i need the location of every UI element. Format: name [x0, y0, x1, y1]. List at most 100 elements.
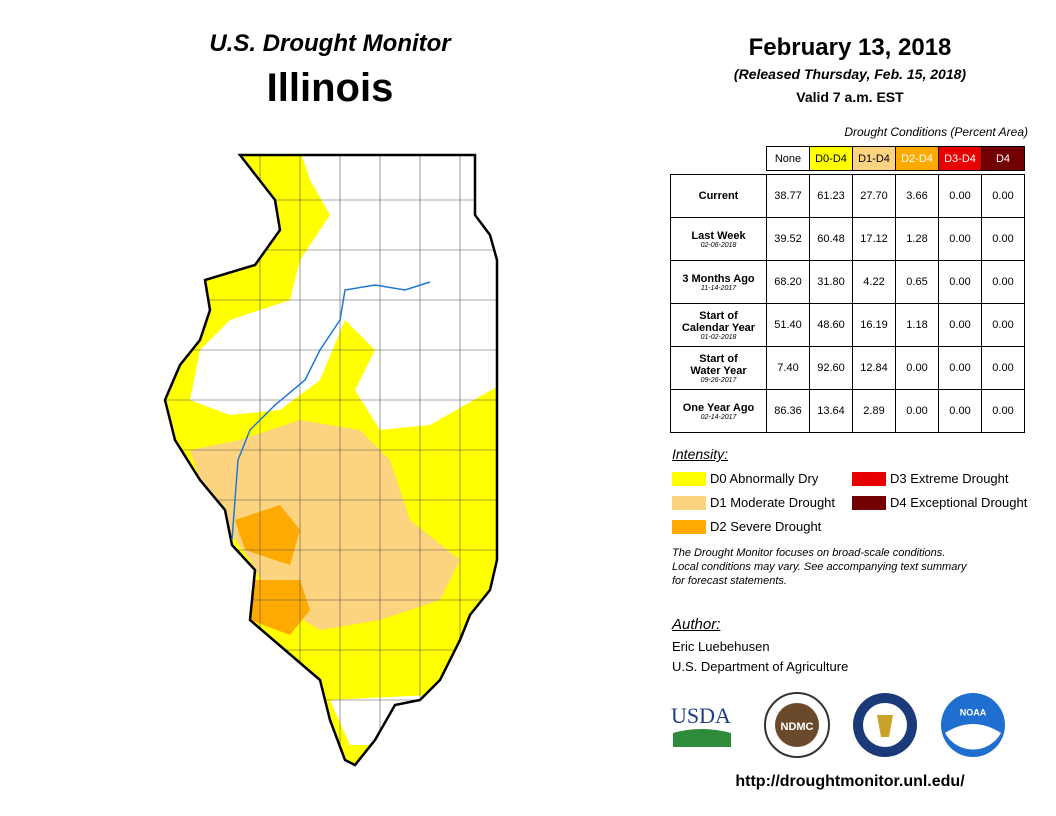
cell: 0.00 — [981, 346, 1025, 390]
row-label-line: Calendar Year — [681, 321, 756, 334]
row-label: Current — [670, 174, 767, 218]
row-label: Start of Calendar Year 01-02-2018 — [670, 303, 767, 347]
cell: 16.19 — [852, 303, 896, 347]
logos: USDA NDMC NOAA — [671, 692, 1005, 758]
row-date: 11-14-2017 — [700, 284, 737, 292]
cell: 2.89 — [852, 389, 896, 433]
data-row: Last Week 02-06-2018 39.52 60.48 17.12 1.28 0.… — [670, 217, 1025, 261]
row-label: One Year Ago 02-14-2017 — [670, 389, 767, 433]
legend-label: D0 Abnormally Dry — [710, 471, 819, 486]
cell: 0.00 — [938, 346, 982, 390]
note-line: for forecast statements. — [672, 575, 787, 587]
legend-swatch — [672, 472, 706, 486]
data-row: 3 Months Ago 11-14-2017 68.20 31.80 4.22 0.65… — [670, 260, 1025, 304]
cell: 17.12 — [852, 217, 896, 261]
cell: 0.00 — [981, 303, 1025, 347]
cell: 0.00 — [895, 389, 939, 433]
cell: 0.00 — [981, 260, 1025, 304]
row-label: Start of Water Year 09-26-2017 — [670, 346, 767, 390]
author: Eric Luebehusen U.S. Department of Agric… — [672, 637, 848, 677]
column-header: D0-D4 — [809, 146, 853, 171]
row-label-line: Start of — [699, 352, 738, 365]
row-label-line: 3 Months Ago — [682, 272, 755, 285]
legend-label: D4 Exceptional Drought — [890, 495, 1028, 510]
county-lines — [165, 155, 497, 765]
note-line: Local conditions may vary. See accompany… — [672, 561, 967, 573]
logo-noaa-text: NOAA — [960, 707, 987, 717]
row-label-line: One Year Ago — [682, 401, 755, 414]
cell: 4.22 — [852, 260, 896, 304]
date: February 13, 2018 — [748, 34, 952, 61]
row-date: 02-06-2018 — [700, 241, 737, 249]
row-date: 09-26-2017 — [700, 376, 737, 384]
legend-swatch — [852, 472, 886, 486]
cell: 0.00 — [938, 260, 982, 304]
column-header: D2-D4 — [895, 146, 939, 171]
legend-label: D3 Extreme Drought — [890, 471, 1009, 486]
note: The Drought Monitor focuses on broad-sca… — [672, 546, 966, 588]
logo-ndmc-text: NDMC — [781, 721, 814, 733]
legend-swatch — [852, 496, 886, 510]
cell: 0.00 — [895, 346, 939, 390]
row-label-line: Current — [698, 190, 739, 202]
column-header: D3-D4 — [938, 146, 982, 171]
released: (Released Thursday, Feb. 15, 2018) — [733, 66, 967, 82]
author-title: Author: — [672, 616, 721, 633]
cell: 12.84 — [852, 346, 896, 390]
d1-area — [190, 420, 460, 630]
column-header: D1-D4 — [852, 146, 896, 171]
row-label-line: Start of — [699, 309, 738, 322]
note-line: The Drought Monitor focuses on broad-sca… — [672, 547, 946, 559]
valid: Valid 7 a.m. EST — [796, 89, 904, 105]
logo-doc-emblem — [877, 715, 893, 737]
legend-swatch — [672, 496, 706, 510]
row-label: Last Week 02-06-2018 — [670, 217, 767, 261]
cell: 7.40 — [766, 346, 810, 390]
d2-area — [250, 580, 310, 635]
cell: 60.48 — [809, 217, 853, 261]
legend-title: Intensity: — [672, 446, 729, 462]
cell: 0.00 — [981, 217, 1025, 261]
cell: 27.70 — [852, 174, 896, 218]
cell: 38.77 — [766, 174, 810, 218]
row-date: 02-14-2017 — [700, 413, 737, 421]
logo-usda-field — [673, 729, 731, 747]
column-header: None — [766, 146, 810, 171]
legend-label: D2 Severe Drought — [710, 519, 822, 534]
cell: 0.00 — [981, 174, 1025, 218]
state-name: Illinois — [266, 66, 394, 110]
cell: 0.00 — [938, 389, 982, 433]
cell: 1.28 — [895, 217, 939, 261]
data-row: One Year Ago 02-14-2017 86.36 13.64 2.89 0.00… — [670, 389, 1025, 433]
legend-label: D1 Moderate Drought — [710, 495, 836, 510]
logo-ndmc — [775, 703, 819, 747]
cell: 3.66 — [895, 174, 939, 218]
cell: 51.40 — [766, 303, 810, 347]
cell: 39.52 — [766, 217, 810, 261]
cell: 0.00 — [981, 389, 1025, 433]
row-date: 01-02-2018 — [700, 333, 737, 341]
cell: 92.60 — [809, 346, 853, 390]
cell: 0.00 — [938, 303, 982, 347]
cell: 48.60 — [809, 303, 853, 347]
map — [163, 153, 499, 767]
row-label: 3 Months Ago 11-14-2017 — [670, 260, 767, 304]
row-label-line: Last Week — [691, 229, 746, 242]
cell: 61.23 — [809, 174, 853, 218]
cell: 13.64 — [809, 389, 853, 433]
cell: 86.36 — [766, 389, 810, 433]
cell: 0.65 — [895, 260, 939, 304]
cell: 68.20 — [766, 260, 810, 304]
cell: 1.18 — [895, 303, 939, 347]
conditions-table: None D0-D4 D1-D4 D2-D4 D3-D4 D4 Current 38.77 61… — [670, 146, 1025, 433]
column-header: D4 — [981, 146, 1025, 171]
logo-noaa-gull — [945, 724, 1001, 750]
data-row: Start of Calendar Year 01-02-2018 51.40 48.6… — [670, 303, 1025, 347]
legend-swatch — [672, 520, 706, 534]
river — [231, 281, 431, 541]
data-row: Start of Water Year 09-26-2017 7.40 92.60 12.… — [670, 346, 1025, 390]
cell: 0.00 — [938, 217, 982, 261]
title: U.S. Drought Monitor — [209, 30, 451, 57]
author-line: U.S. Department of Agriculture — [672, 659, 849, 674]
